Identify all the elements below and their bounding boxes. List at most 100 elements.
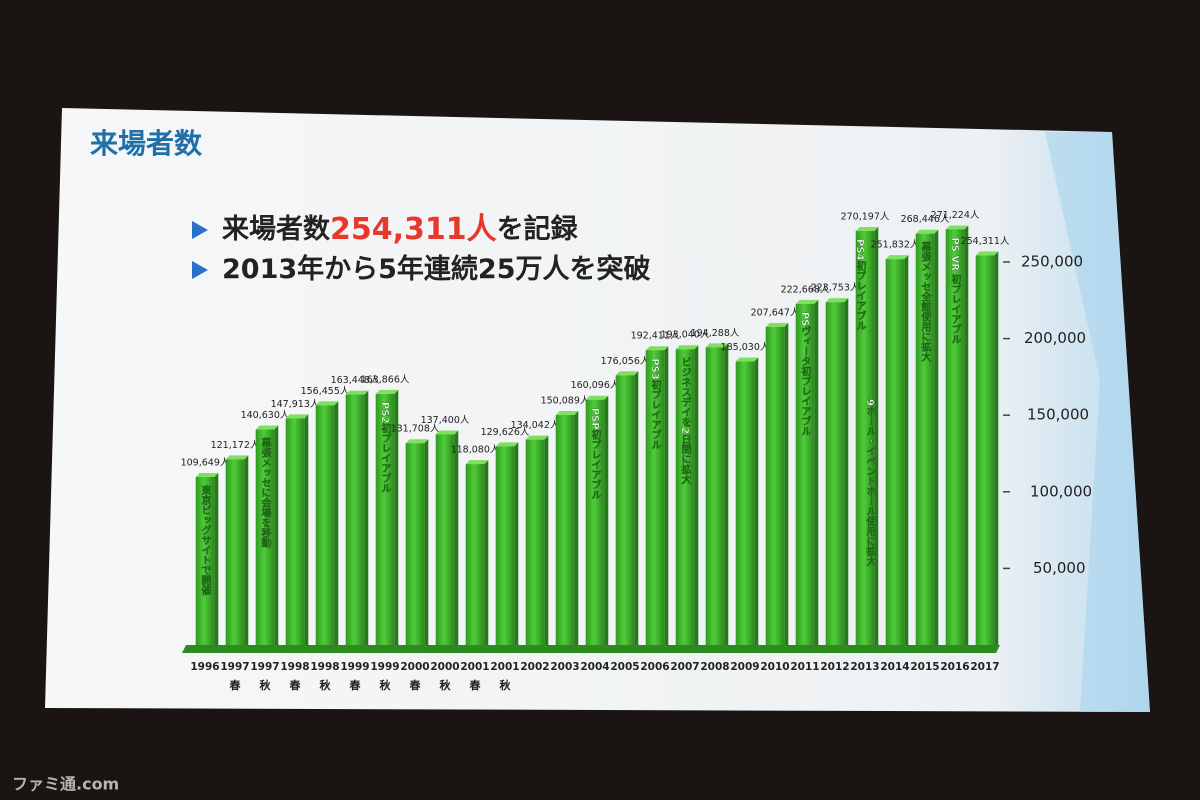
value-label: 192,411人 — [631, 331, 680, 342]
value-label: 160,096人 — [571, 380, 620, 391]
bar-side — [784, 322, 789, 645]
watermark: ファミ通.com — [12, 775, 119, 794]
value-label: 223,753人 — [811, 283, 860, 294]
value-label: 207,647人 — [751, 307, 800, 318]
bar — [885, 259, 905, 645]
bar — [255, 429, 275, 645]
x-tick-label: 2013 — [850, 661, 879, 673]
bar — [945, 229, 965, 645]
x-tick-sublabel: 春 — [350, 678, 362, 692]
value-label: 131,708人 — [391, 424, 440, 435]
bar-top — [645, 346, 669, 351]
bullet-part: 2013年から5年連続25万人を突破 — [222, 253, 651, 285]
bar-annotation: PS3初プレイアブル — [649, 358, 661, 450]
bar — [435, 434, 455, 645]
x-tick-label: 2015 — [910, 661, 939, 673]
x-tick-sublabel: 春 — [470, 678, 482, 692]
x-tick-label: 2008 — [700, 661, 729, 673]
bar — [915, 233, 935, 645]
bar — [705, 347, 725, 645]
bar-side — [694, 345, 699, 645]
bullet-text: 来場者数254,311人を記録 — [222, 212, 579, 247]
y-tick-label: 100,000 — [1030, 482, 1092, 500]
bar-top — [555, 411, 579, 416]
bar-top — [435, 430, 459, 435]
bar-side — [574, 411, 579, 645]
bar-top — [345, 390, 369, 395]
bar-top — [945, 225, 969, 230]
slide-title: 来場者数 — [90, 127, 203, 160]
bar-side — [934, 229, 939, 645]
bar-top — [795, 299, 819, 304]
bar-top — [855, 227, 879, 232]
value-label: 268,446人 — [901, 214, 950, 225]
y-tick-label: 150,000 — [1027, 406, 1089, 424]
bar-annotation: 幕張メッセ全館使用に拡大 — [919, 241, 932, 363]
x-tick-label: 2014 — [880, 661, 909, 673]
bar-side — [424, 439, 429, 645]
bar-top — [585, 395, 609, 400]
bar — [375, 393, 395, 645]
bar-annotation: PS2初プレイアブル — [379, 402, 391, 494]
bar-annotation: PS VR 初プレイアブル — [949, 237, 961, 344]
value-label: 140,630人 — [241, 410, 290, 421]
bar-annotation: 東京ビッグサイトで開催 — [199, 484, 211, 596]
value-label: 270,197人 — [841, 212, 890, 223]
x-tick-label: 2004 — [580, 661, 609, 673]
bar — [765, 326, 785, 645]
bullet-marker — [192, 261, 208, 279]
bar — [465, 464, 485, 645]
x-tick-label: 2006 — [640, 661, 669, 673]
value-label: 271,224人 — [931, 210, 980, 221]
bar-side — [604, 395, 609, 645]
value-label: 147,913人 — [271, 399, 320, 410]
bar-top — [975, 251, 999, 256]
x-tick-label: 2012 — [820, 661, 849, 673]
bar — [585, 399, 605, 645]
bar-side — [244, 455, 249, 645]
value-label: 134,042人 — [511, 420, 560, 431]
value-label: 251,832人 — [871, 240, 920, 251]
bar-side — [634, 371, 639, 645]
bar-side — [544, 435, 549, 645]
bar — [345, 394, 365, 645]
bar-top — [615, 371, 639, 376]
bar-top — [765, 322, 789, 327]
bar — [495, 446, 515, 645]
bullet-part: 来場者数 — [222, 214, 331, 245]
bar — [735, 361, 755, 645]
bar-annotation: 幕張メッセに会場を移動 — [259, 436, 272, 548]
x-tick-label: 2001 — [460, 661, 489, 673]
x-tick-sublabel: 春 — [230, 678, 242, 692]
bullets: 来場者数254,311人を記録 2013年から5年連続25万人を突破 — [192, 212, 651, 285]
x-tick-label: 1997 — [220, 661, 249, 673]
bar-side — [814, 299, 819, 645]
x-tick-label: 1998 — [310, 661, 339, 673]
value-label: 163,866人 — [361, 374, 410, 385]
bar-side — [904, 255, 909, 645]
bar-top — [915, 229, 939, 234]
value-label: 222,668人 — [781, 284, 830, 295]
bar-top — [525, 435, 549, 440]
bar-side — [964, 225, 969, 645]
x-tick-label: 2000 — [430, 661, 459, 673]
value-label: 121,172人 — [211, 440, 260, 451]
bar-top — [195, 473, 219, 478]
x-tick-label: 2009 — [730, 661, 759, 673]
bar — [975, 255, 995, 645]
bar — [315, 405, 335, 645]
bar-side — [664, 346, 669, 645]
x-tick-label: 1996 — [190, 661, 219, 673]
bar — [645, 350, 665, 645]
bar-annotation: PSP初プレイアブル — [589, 408, 601, 500]
bar-top — [225, 455, 249, 460]
x-tick-sublabel: 秋 — [320, 678, 332, 692]
bar-side — [754, 357, 759, 645]
bar — [825, 302, 845, 645]
x-tick-label: 1999 — [370, 661, 399, 673]
bar-top — [375, 389, 399, 394]
value-label: 109,649人 — [181, 458, 230, 469]
bar-side — [844, 298, 849, 645]
x-tick-label: 2003 — [550, 661, 579, 673]
bar — [195, 477, 215, 645]
